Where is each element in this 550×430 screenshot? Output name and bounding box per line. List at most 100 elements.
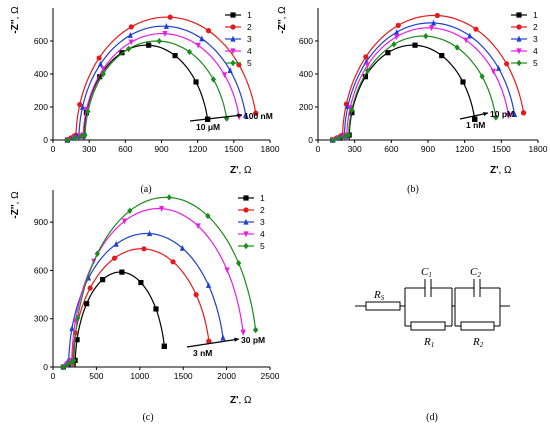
x-tick-label: 900 (154, 144, 168, 154)
series-3-point (227, 67, 233, 73)
series-5-point (345, 131, 352, 139)
series-5-point (364, 67, 371, 74)
series-5-point (236, 259, 242, 267)
series-5-point (330, 136, 336, 144)
series-3-curve (67, 25, 247, 141)
x-tick-label: 900 (421, 144, 435, 154)
concentration-annotation: 3 nM (193, 348, 212, 358)
resistor-r2 (460, 321, 495, 331)
y-tick-label: 600 (34, 265, 48, 275)
legend-marker (230, 48, 236, 55)
x-tick-label: 2500 (261, 371, 280, 381)
series-4-curve (332, 27, 510, 141)
y-tick-label: 0 (43, 362, 48, 372)
concentration-annotation: 100 nM (244, 111, 273, 121)
series-3-point (205, 282, 212, 288)
y-tick-label: 400 (34, 69, 48, 79)
y-axis-label: -Z'', Ω (10, 191, 21, 219)
series-5-point (64, 136, 71, 144)
x-tick-label: 600 (118, 144, 132, 154)
series-3-point (511, 111, 518, 118)
legend-label: 4 (260, 229, 265, 239)
series-1-curve (63, 271, 165, 368)
series-2-curve (332, 14, 525, 141)
series-5-point (60, 363, 67, 371)
x-axis-label: Z', Ω (230, 165, 252, 176)
legend-marker (230, 59, 236, 67)
legend-label: 3 (247, 34, 252, 44)
y-tick-label: 900 (34, 217, 48, 227)
series-5-point (94, 250, 100, 257)
series-5-curve (63, 196, 257, 368)
series-2-point (111, 255, 118, 261)
series-5-point (85, 108, 91, 115)
series-4-point (221, 72, 228, 79)
x-tick-label: 1000 (130, 371, 149, 381)
y-tick-label: 0 (308, 135, 313, 145)
y-axis-label-main: -Z'' (10, 204, 21, 218)
series-4-point (428, 25, 435, 32)
y-tick-label: 200 (299, 102, 313, 112)
y-axis-label-main: -Z'' (277, 19, 288, 33)
x-tick-label: 1800 (529, 144, 548, 154)
series-4-point (490, 68, 496, 75)
series-5-point (156, 37, 162, 45)
series-1-point (119, 269, 125, 275)
series-3-point (113, 240, 119, 247)
series-5-point (336, 134, 342, 142)
legend-label: 1 (533, 10, 538, 20)
concentration-annotation: 30 pM (241, 335, 265, 345)
series-3-point (430, 19, 437, 26)
x-tick-label: 500 (89, 371, 103, 381)
series-2-point (473, 26, 479, 32)
series-5-point (342, 132, 348, 140)
legend-marker (243, 231, 249, 238)
y-tick-label: 200 (34, 102, 48, 112)
x-tick-label: 0 (51, 144, 56, 154)
series-5-point (210, 76, 217, 83)
series-4-point (463, 37, 469, 44)
series-4-point (83, 106, 90, 113)
legend-marker (516, 59, 522, 67)
legend-label: 4 (247, 46, 252, 56)
x-axis-label: Z', Ω (230, 395, 252, 406)
y-axis-label: -Z'', Ω (277, 6, 288, 34)
series-3-point (394, 28, 400, 35)
x-axis-label-main: Z' (230, 165, 239, 176)
series-1-point (472, 116, 478, 122)
series-1-point (153, 306, 159, 312)
series-1-point (161, 343, 167, 349)
series-4-point (347, 105, 353, 111)
y-axis-label: -Z'', Ω (10, 6, 21, 34)
series-5-point (78, 132, 85, 140)
legend-marker (230, 12, 236, 18)
legend-label: 3 (533, 34, 538, 44)
series-3-point (220, 334, 226, 341)
x-axis-label-unit: , Ω (499, 165, 513, 176)
series-5-point (166, 194, 172, 201)
panel-c-caption: (c) (142, 412, 153, 423)
legend-marker (516, 24, 522, 30)
legend-marker (243, 195, 249, 201)
series-1-point (362, 74, 368, 80)
legend-marker (243, 207, 249, 213)
rs-label: RS (373, 289, 385, 302)
concentration-annotation: 10 pM (490, 109, 514, 119)
series-3-curve (332, 22, 516, 141)
series-2-point (206, 338, 212, 344)
series-2-point (167, 14, 173, 20)
series-4-curve (63, 207, 244, 368)
concentration-annotation: 1 nM (466, 120, 485, 130)
series-1-point (74, 337, 80, 343)
concentration-arrow (459, 112, 489, 120)
concentration-arrowhead (237, 113, 242, 118)
legend-label: 4 (533, 46, 538, 56)
x-axis-label: Z', Ω (490, 165, 512, 176)
x-tick-label: 0 (51, 371, 56, 381)
series-5-point (205, 212, 211, 220)
series-1-point (138, 279, 144, 286)
series-5-point (423, 32, 429, 40)
series-1-point (460, 79, 466, 85)
